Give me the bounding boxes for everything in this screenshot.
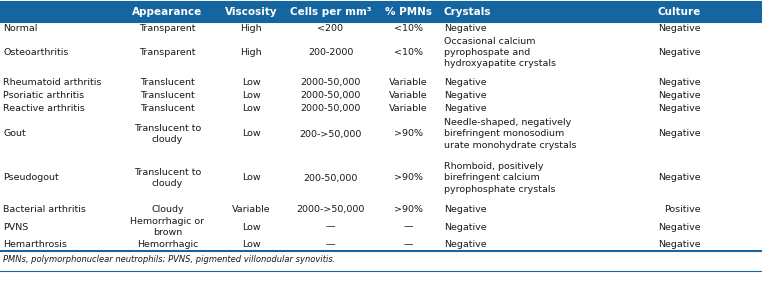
Text: Bacterial arthritis: Bacterial arthritis <box>3 205 86 214</box>
Text: Variable: Variable <box>389 104 427 113</box>
Text: Transparent: Transparent <box>139 48 196 57</box>
Text: Negative: Negative <box>658 104 701 113</box>
Text: Cloudy: Cloudy <box>151 205 184 214</box>
Text: Negative: Negative <box>658 130 701 138</box>
Text: Variable: Variable <box>389 91 427 100</box>
Text: 200->50,000: 200->50,000 <box>299 130 362 138</box>
Text: >90%: >90% <box>394 205 423 214</box>
Text: Rheumatoid arthritis: Rheumatoid arthritis <box>3 78 101 87</box>
Text: Appearance: Appearance <box>133 7 203 17</box>
Text: Negative: Negative <box>658 78 701 87</box>
Text: Translucent to
cloudy: Translucent to cloudy <box>134 124 201 144</box>
Text: <10%: <10% <box>394 24 423 33</box>
Text: Viscosity: Viscosity <box>225 7 277 17</box>
Text: Translucent: Translucent <box>140 104 195 113</box>
Text: Low: Low <box>242 222 261 231</box>
Text: Rhomboid, positively
birefringent calcium
pyrophosphate crystals: Rhomboid, positively birefringent calciu… <box>444 162 555 194</box>
Text: Negative: Negative <box>444 240 487 249</box>
Text: % PMNs: % PMNs <box>385 7 432 17</box>
Text: Low: Low <box>242 240 261 249</box>
Text: Cells per mm³: Cells per mm³ <box>290 7 371 17</box>
Text: Low: Low <box>242 78 261 87</box>
Text: Occasional calcium
pyrophospate and
hydroxyapatite crystals: Occasional calcium pyrophospate and hydr… <box>444 37 556 68</box>
Text: >90%: >90% <box>394 130 423 138</box>
Text: Positive: Positive <box>664 205 701 214</box>
Text: PVNS: PVNS <box>3 222 28 231</box>
Text: Negative: Negative <box>658 173 701 183</box>
Text: Variable: Variable <box>232 205 271 214</box>
Text: Crystals: Crystals <box>444 7 491 17</box>
Text: Negative: Negative <box>444 78 487 87</box>
Text: <10%: <10% <box>394 48 423 57</box>
Text: Hemorrhagic: Hemorrhagic <box>137 240 198 249</box>
Text: 2000-50,000: 2000-50,000 <box>300 78 360 87</box>
Text: High: High <box>240 48 262 57</box>
Text: PMNs, polymorphonuclear neutrophils; PVNS, pigmented villonodular synovitis.: PMNs, polymorphonuclear neutrophils; PVN… <box>3 256 335 265</box>
Text: High: High <box>240 24 262 33</box>
Text: 2000->50,000: 2000->50,000 <box>296 205 365 214</box>
Text: Negative: Negative <box>444 222 487 231</box>
Text: Negative: Negative <box>444 91 487 100</box>
Text: Hemarthrosis: Hemarthrosis <box>3 240 67 249</box>
Text: Psoriatic arthritis: Psoriatic arthritis <box>3 91 84 100</box>
Text: Culture: Culture <box>658 7 701 17</box>
Text: Negative: Negative <box>658 240 701 249</box>
Text: Low: Low <box>242 173 261 183</box>
Text: Pseudogout: Pseudogout <box>3 173 59 183</box>
Text: Negative: Negative <box>444 205 487 214</box>
Text: Normal: Normal <box>3 24 37 33</box>
Text: 200-2000: 200-2000 <box>308 48 354 57</box>
Text: Negative: Negative <box>658 48 701 57</box>
Text: <200: <200 <box>318 24 344 33</box>
Text: Hemorrhagic or
brown: Hemorrhagic or brown <box>130 217 204 237</box>
Text: Negative: Negative <box>444 104 487 113</box>
Text: —: — <box>404 222 413 231</box>
Text: 2000-50,000: 2000-50,000 <box>300 104 360 113</box>
Text: —: — <box>325 222 335 231</box>
Text: Translucent to
cloudy: Translucent to cloudy <box>134 168 201 188</box>
Text: —: — <box>325 240 335 249</box>
Text: Translucent: Translucent <box>140 91 195 100</box>
Text: 2000-50,000: 2000-50,000 <box>300 91 360 100</box>
Text: Gout: Gout <box>3 130 26 138</box>
Text: Low: Low <box>242 91 261 100</box>
Text: >90%: >90% <box>394 173 423 183</box>
Text: Negative: Negative <box>658 91 701 100</box>
Text: Transparent: Transparent <box>139 24 196 33</box>
Text: Negative: Negative <box>658 24 701 33</box>
Text: —: — <box>404 240 413 249</box>
Text: Low: Low <box>242 130 261 138</box>
Text: Needle-shaped, negatively
birefringent monosodium
urate monohydrate crystals: Needle-shaped, negatively birefringent m… <box>444 118 577 150</box>
Text: Negative: Negative <box>444 24 487 33</box>
Text: Osteoarthritis: Osteoarthritis <box>3 48 69 57</box>
Text: 200-50,000: 200-50,000 <box>303 173 357 183</box>
Bar <box>0 2 762 22</box>
Text: Translucent: Translucent <box>140 78 195 87</box>
Text: Variable: Variable <box>389 78 427 87</box>
Text: Low: Low <box>242 104 261 113</box>
Text: Reactive arthritis: Reactive arthritis <box>3 104 85 113</box>
Text: Negative: Negative <box>658 222 701 231</box>
